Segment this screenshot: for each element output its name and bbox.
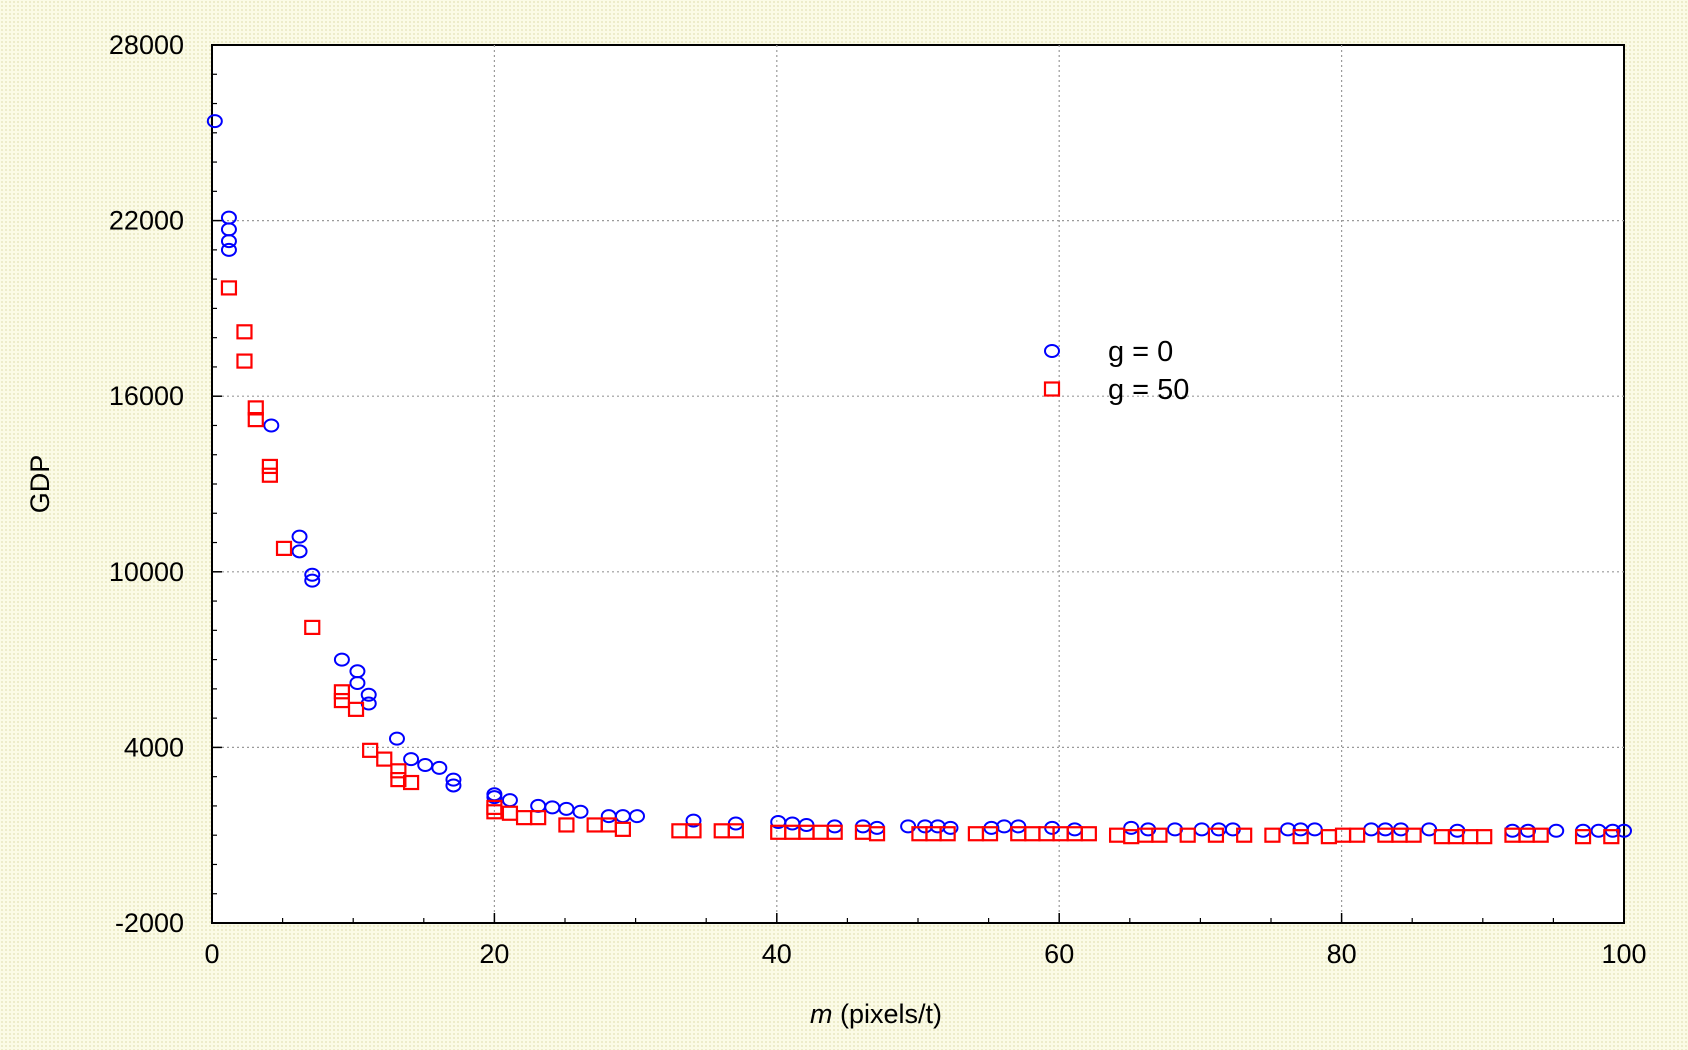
circle-point — [291, 529, 308, 544]
square-point — [333, 692, 351, 709]
square-point — [275, 540, 293, 556]
square-point — [362, 742, 379, 758]
circle-point — [304, 573, 321, 588]
square-point — [727, 823, 744, 839]
circle-point — [431, 760, 448, 775]
legend-label: g = 0 — [1108, 336, 1173, 368]
circle-point — [445, 778, 462, 793]
square-point — [390, 763, 407, 779]
data-points — [206, 114, 1632, 845]
circle-point — [349, 676, 366, 691]
y-tick-label: -2000 — [115, 908, 184, 938]
square-point — [1532, 827, 1549, 843]
square-point — [304, 619, 321, 636]
circle-point — [333, 652, 350, 667]
legend: g = 0 g = 50 — [1043, 336, 1189, 406]
circle-point — [685, 813, 702, 828]
x-tick-label: 0 — [204, 939, 219, 969]
square-point — [261, 458, 278, 475]
circle-point — [629, 809, 646, 824]
circle-point — [445, 772, 462, 787]
circle-point — [263, 418, 280, 433]
square-point — [236, 353, 253, 369]
square-point — [247, 412, 264, 428]
square-point — [486, 799, 503, 815]
circle-point — [388, 731, 405, 746]
square-point — [530, 810, 547, 826]
legend-marker — [1043, 381, 1061, 397]
square-point — [1264, 827, 1281, 843]
y-tick-label: 10000 — [109, 557, 184, 587]
circle-point — [1548, 823, 1565, 838]
square-point — [1405, 827, 1422, 843]
circle-point — [486, 790, 503, 805]
circle-point — [1519, 823, 1536, 838]
y-tick-labels: -2000 4000 10000 16000 22000 28000 — [109, 30, 184, 938]
circle-point — [403, 752, 420, 767]
y-tick-label: 22000 — [109, 206, 184, 236]
square-point — [1349, 827, 1366, 843]
x-tick-labels: 0 20 40 60 80 100 — [204, 939, 1646, 969]
square-point — [1179, 827, 1196, 843]
square-point — [981, 826, 999, 842]
square-point — [1207, 827, 1225, 843]
square-point — [1080, 826, 1097, 842]
square-point — [247, 400, 264, 416]
circle-point — [206, 114, 223, 129]
circle-point — [220, 234, 237, 249]
x-axis-title: m (pixels/t) — [810, 999, 942, 1029]
square-point — [1574, 829, 1592, 845]
y-tick-label: 4000 — [124, 732, 184, 762]
grid-lines — [212, 45, 1624, 923]
legend-marker — [1044, 344, 1060, 358]
y-axis-title: GDP — [25, 455, 55, 514]
legend-label: g = 50 — [1108, 374, 1189, 406]
square-point — [1292, 829, 1309, 845]
circle-point — [291, 544, 308, 559]
x-tick-label: 100 — [1601, 939, 1646, 969]
minor-ticks — [211, 44, 1625, 924]
square-point — [826, 824, 843, 840]
x-tick-label: 20 — [479, 939, 509, 969]
square-point — [333, 684, 351, 700]
square-point — [402, 774, 420, 791]
square-point — [939, 826, 956, 842]
square-point — [220, 280, 238, 296]
square-point — [1476, 829, 1493, 845]
circle-point — [360, 687, 377, 702]
y-tick-label: 28000 — [109, 30, 184, 60]
square-point — [376, 751, 393, 767]
square-point — [614, 821, 631, 837]
square-point — [558, 817, 575, 833]
circle-point — [572, 804, 589, 819]
square-point — [685, 823, 702, 839]
circle-point — [304, 567, 321, 582]
plot-area — [211, 44, 1625, 924]
square-point — [1236, 827, 1253, 843]
square-point — [347, 701, 365, 717]
square-point — [390, 771, 407, 788]
x-tick-label: 60 — [1044, 939, 1074, 969]
square-point — [236, 324, 253, 340]
square-point — [1603, 829, 1620, 845]
x-tick-label: 80 — [1327, 939, 1357, 969]
circle-point — [220, 242, 237, 257]
x-tick-label: 40 — [762, 939, 792, 969]
square-point — [868, 826, 886, 842]
y-tick-label: 16000 — [109, 381, 184, 411]
square-point — [261, 467, 278, 483]
square-point — [1151, 827, 1168, 843]
